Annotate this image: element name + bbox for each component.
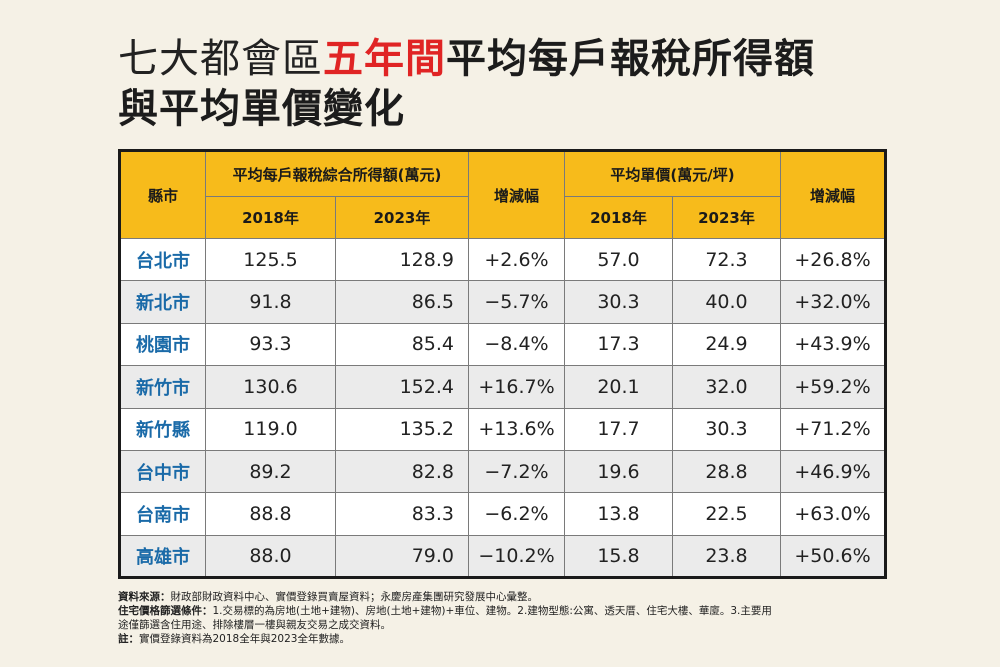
city-cell: 高雄市 xyxy=(119,534,206,579)
price-change-cell: +32.0% xyxy=(780,280,887,324)
header-price-change: 增減幅 xyxy=(780,150,887,239)
title-line-1: 七大都會區五年間平均每戶報稅所得額 xyxy=(118,34,815,84)
header-income-2018: 2018年 xyxy=(205,196,336,239)
city-cell: 台南市 xyxy=(119,492,206,536)
price-2023-cell: 30.3 xyxy=(671,407,782,451)
header-price-2023: 2023年 xyxy=(671,196,782,239)
source-text: 財政部財政資料中心、實價登錄買賣屋資料；永慶房產集團研究發展中心彙整。 xyxy=(170,591,539,603)
income-2018-cell: 125.5 xyxy=(205,237,336,282)
title-part-income: 平均每戶報稅所得額 xyxy=(446,36,815,82)
source-note: 資料來源：財政部財政資料中心、實價登錄買賣屋資料；永慶房產集團研究發展中心彙整。 xyxy=(118,590,888,604)
price-change-cell: +63.0% xyxy=(780,492,887,536)
income-change-cell: +2.6% xyxy=(468,237,565,282)
price-2023-cell: 72.3 xyxy=(671,237,782,282)
income-change-cell: −7.2% xyxy=(468,449,565,494)
remark-note: 註：實價登錄資料為2018全年與2023全年數據。 xyxy=(118,632,888,646)
table-row: 新竹市 130.6 152.4 +16.7% 20.1 32.0 +59.2% xyxy=(119,365,887,409)
price-2018-cell: 19.6 xyxy=(564,449,673,494)
income-2018-cell: 88.8 xyxy=(205,492,336,536)
table-row: 台南市 88.8 83.3 −6.2% 13.8 22.5 +63.0% xyxy=(119,492,887,536)
price-2023-cell: 28.8 xyxy=(671,449,782,494)
income-change-cell: −5.7% xyxy=(468,280,565,324)
price-2018-cell: 30.3 xyxy=(564,280,673,324)
page-title: 七大都會區五年間平均每戶報稅所得額 與平均單價變化 xyxy=(118,34,815,134)
header-price: 平均單價(萬元/坪) xyxy=(563,150,782,197)
filter-note-continued: 途僅篩選含住用途、排除樓層一樓與親友交易之成交資料。 xyxy=(118,619,391,631)
header-city: 縣市 xyxy=(119,150,206,239)
income-change-cell: −6.2% xyxy=(468,492,565,536)
title-part-regions: 七大都會區 xyxy=(118,36,323,82)
price-2018-cell: 57.0 xyxy=(564,237,673,282)
table-row: 台北市 125.5 128.9 +2.6% 57.0 72.3 +26.8% xyxy=(119,237,887,282)
city-cell: 新北市 xyxy=(119,280,206,324)
remark-label: 註： xyxy=(118,633,139,645)
income-2023-cell: 152.4 xyxy=(335,365,469,409)
price-2018-cell: 20.1 xyxy=(564,365,673,409)
header-price-2018: 2018年 xyxy=(564,196,673,239)
income-2023-cell: 79.0 xyxy=(335,534,469,579)
table-row: 高雄市 88.0 79.0 −10.2% 15.8 23.8 +50.6% xyxy=(119,534,887,579)
table-row: 台中市 89.2 82.8 −7.2% 19.6 28.8 +46.9% xyxy=(119,449,887,494)
price-2023-cell: 40.0 xyxy=(671,280,782,324)
income-2018-cell: 91.8 xyxy=(205,280,336,324)
table-row: 新竹縣 119.0 135.2 +13.6% 17.7 30.3 +71.2% xyxy=(119,407,887,451)
price-2018-cell: 17.7 xyxy=(564,407,673,451)
filter-label: 住宅價格篩選條件： xyxy=(118,605,213,617)
title-part-five-years: 五年間 xyxy=(323,36,446,82)
header-income: 平均每戶報稅綜合所得額(萬元) xyxy=(205,150,469,197)
city-cell: 台中市 xyxy=(119,449,206,494)
comparison-table: 縣市 平均每戶報稅綜合所得額(萬元) 增減幅 平均單價(萬元/坪) 增減幅 20… xyxy=(118,149,888,579)
footnotes: 資料來源：財政部財政資料中心、實價登錄買賣屋資料；永慶房產集團研究發展中心彙整。… xyxy=(118,590,888,646)
header-income-change: 增減幅 xyxy=(468,150,565,239)
price-2023-cell: 22.5 xyxy=(671,492,782,536)
price-2018-cell: 13.8 xyxy=(564,492,673,536)
price-2018-cell: 17.3 xyxy=(564,322,673,367)
price-change-cell: +43.9% xyxy=(780,322,887,367)
income-2023-cell: 85.4 xyxy=(335,322,469,367)
price-2023-cell: 24.9 xyxy=(671,322,782,367)
price-change-cell: +50.6% xyxy=(780,534,887,579)
filter-note: 住宅價格篩選條件：1.交易標的為房地(土地+建物)、房地(土地+建物)+車位、建… xyxy=(118,604,888,618)
income-2023-cell: 83.3 xyxy=(335,492,469,536)
price-2023-cell: 32.0 xyxy=(671,365,782,409)
income-2018-cell: 89.2 xyxy=(205,449,336,494)
income-2018-cell: 119.0 xyxy=(205,407,336,451)
table-row: 新北市 91.8 86.5 −5.7% 30.3 40.0 +32.0% xyxy=(119,280,887,324)
price-change-cell: +71.2% xyxy=(780,407,887,451)
price-change-cell: +26.8% xyxy=(780,237,887,282)
price-change-cell: +46.9% xyxy=(780,449,887,494)
city-cell: 台北市 xyxy=(119,237,206,282)
table-row: 桃園市 93.3 85.4 −8.4% 17.3 24.9 +43.9% xyxy=(119,322,887,367)
city-cell: 新竹縣 xyxy=(119,407,206,451)
income-2023-cell: 82.8 xyxy=(335,449,469,494)
source-label: 資料來源： xyxy=(118,591,171,603)
income-2018-cell: 93.3 xyxy=(205,322,336,367)
income-change-cell: −8.4% xyxy=(468,322,565,367)
price-change-cell: +59.2% xyxy=(780,365,887,409)
income-2023-cell: 86.5 xyxy=(335,280,469,324)
price-2023-cell: 23.8 xyxy=(671,534,782,579)
city-cell: 桃園市 xyxy=(119,322,206,367)
income-2018-cell: 130.6 xyxy=(205,365,336,409)
filter-text: 1.交易標的為房地(土地+建物)、房地(土地+建物)+車位、建物。2.建物型態:… xyxy=(212,605,772,617)
city-cell: 新竹市 xyxy=(119,365,206,409)
income-2018-cell: 88.0 xyxy=(205,534,336,579)
income-change-cell: +13.6% xyxy=(468,407,565,451)
title-line-2: 與平均單價變化 xyxy=(118,86,405,132)
income-change-cell: −10.2% xyxy=(468,534,565,579)
remark-text: 實價登錄資料為2018全年與2023全年數據。 xyxy=(139,633,350,645)
income-2023-cell: 135.2 xyxy=(335,407,469,451)
price-2018-cell: 15.8 xyxy=(564,534,673,579)
income-2023-cell: 128.9 xyxy=(335,237,469,282)
income-change-cell: +16.7% xyxy=(468,365,565,409)
header-income-2023: 2023年 xyxy=(335,196,469,239)
